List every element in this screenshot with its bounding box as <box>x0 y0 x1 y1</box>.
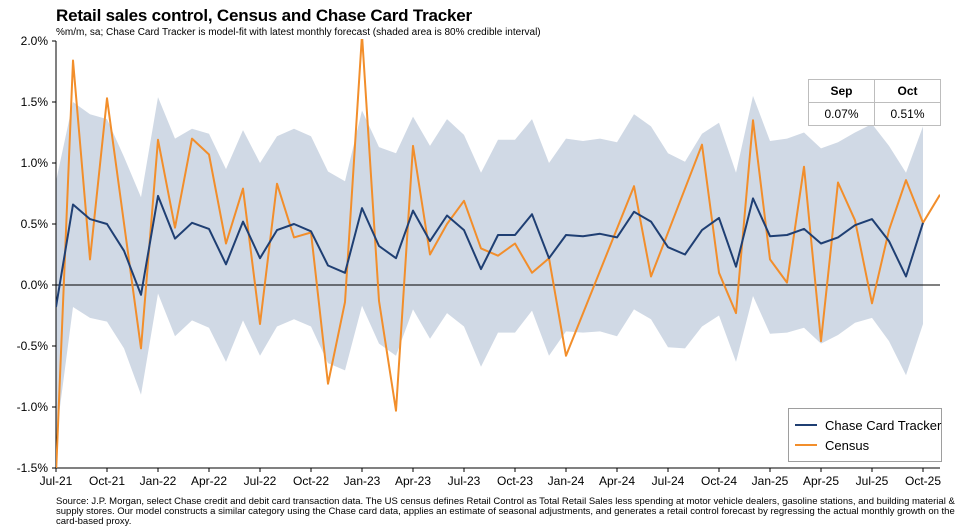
latest-values-table: Sep Oct 0.07% 0.51% <box>808 79 941 126</box>
x-tick-label: Jan-23 <box>344 474 381 488</box>
x-tick-label: Oct-23 <box>497 474 533 488</box>
source-note: Source: J.P. Morgan, select Chase credit… <box>56 496 955 527</box>
y-tick-label: 0.0% <box>21 278 49 292</box>
y-tick-label: -0.5% <box>17 339 49 353</box>
y-tick-label: -1.0% <box>17 400 49 414</box>
callout-value-oct: 0.51% <box>874 102 941 126</box>
callout-header-oct: Oct <box>874 79 941 103</box>
x-tick-label: Jul-24 <box>652 474 685 488</box>
legend-label-tracker: Chase Card Tracker <box>825 417 942 433</box>
x-tick-label: Oct-21 <box>89 474 125 488</box>
callout-value-sep: 0.07% <box>808 102 875 126</box>
x-tick-label: Oct-25 <box>905 474 941 488</box>
chart-legend: Chase Card Tracker Census <box>788 408 942 462</box>
callout-header-sep: Sep <box>808 79 875 103</box>
census-line <box>56 39 940 468</box>
x-tick-label: Oct-24 <box>701 474 737 488</box>
chart-title: Retail sales control, Census and Chase C… <box>56 6 472 25</box>
x-tick-label: Jan-24 <box>548 474 585 488</box>
legend-swatch-census <box>795 444 817 446</box>
x-tick-label: Oct-22 <box>293 474 329 488</box>
x-tick-label: Apr-25 <box>803 474 839 488</box>
x-tick-label: Apr-24 <box>599 474 635 488</box>
y-tick-label: 1.5% <box>21 95 49 109</box>
legend-label-census: Census <box>825 437 870 453</box>
y-tick-label: 1.0% <box>21 156 49 170</box>
x-tick-label: Jan-25 <box>752 474 789 488</box>
x-tick-label: Jul-23 <box>448 474 481 488</box>
legend-item-census: Census <box>795 437 869 453</box>
chart-subtitle: %m/m, sa; Chase Card Tracker is model-fi… <box>56 27 541 38</box>
y-tick-label: 0.5% <box>21 217 49 231</box>
legend-item-tracker: Chase Card Tracker <box>795 417 941 433</box>
x-tick-label: Apr-23 <box>395 474 431 488</box>
credible-interval-band <box>56 95 923 438</box>
x-tick-label: Jul-25 <box>856 474 889 488</box>
y-tick-label: 2.0% <box>21 34 49 48</box>
x-tick-label: Jul-21 <box>40 474 73 488</box>
x-tick-label: Jan-22 <box>140 474 177 488</box>
legend-swatch-tracker <box>795 424 817 426</box>
x-tick-label: Jul-22 <box>244 474 277 488</box>
x-tick-label: Apr-22 <box>191 474 227 488</box>
y-tick-label: -1.5% <box>17 461 49 475</box>
chase-card-tracker-line <box>56 194 924 308</box>
